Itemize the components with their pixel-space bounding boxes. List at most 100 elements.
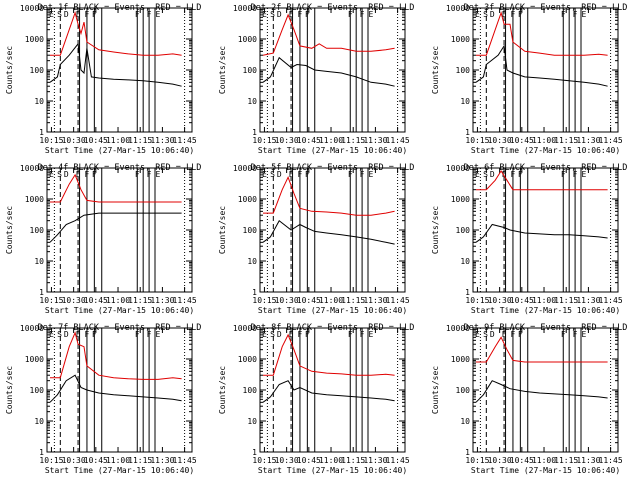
marker-letter: E (262, 330, 267, 339)
y-tick-label: 100 (456, 386, 471, 395)
marker-letter: F (573, 330, 578, 339)
marker-letter: F (92, 170, 97, 179)
x-tick-label: 10:30 (275, 136, 299, 145)
marker-letter: S (483, 330, 488, 339)
marker-letter: F (360, 10, 365, 19)
y-tick-label: 10000 (233, 164, 257, 173)
y-tick-label: 1000 (25, 35, 44, 44)
y-tick-label: 10 (460, 257, 470, 266)
marker-letter: F (305, 330, 310, 339)
plot-frame (46, 167, 193, 293)
plot-frame (259, 7, 406, 133)
y-tick-label: 10 (460, 417, 470, 426)
marker-letter: F (298, 330, 303, 339)
lld-series-line (476, 336, 608, 363)
y-tick-label: 100 (30, 386, 45, 395)
x-tick-label: 10:30 (62, 136, 86, 145)
marker-letter: F (305, 10, 310, 19)
detector-panel: 1 10 100 1000 10000 10:1510:3010:4511:0011:15… (218, 323, 414, 475)
y-axis-label: Counts/sec (431, 366, 440, 414)
detector-panel: 1 10 100 1000 10000 10:1510:3010:4511:0011:15… (5, 323, 201, 475)
x-tick-label: 11:45 (599, 296, 623, 305)
lld-series-line (262, 13, 395, 56)
y-axis-label: Counts/sec (5, 366, 14, 414)
x-tick-label: 11:30 (150, 456, 174, 465)
x-tick-label: 11:00 (106, 296, 130, 305)
x-tick-label: 10:30 (488, 296, 512, 305)
y-tick-label: 100 (243, 66, 258, 75)
marker-letter: F (502, 330, 507, 339)
lld-series-line (476, 170, 608, 191)
y-tick-label: 1000 (451, 35, 470, 44)
x-tick-label: 11:45 (599, 136, 623, 145)
panel-title: Det 5f BLACK = Events, RED = LLD (251, 163, 415, 173)
x-tick-label: 11:45 (386, 456, 410, 465)
marker-letter: F (289, 330, 294, 339)
x-tick-label: 10:45 (510, 296, 534, 305)
marker-letter: F (511, 330, 516, 339)
marker-letter: E (369, 330, 374, 339)
y-tick-label: 100 (30, 66, 45, 75)
x-tick-label: 10:45 (297, 296, 321, 305)
y-tick-label: 10000 (20, 324, 44, 333)
events-series-line (262, 219, 395, 245)
marker-letter: F (298, 10, 303, 19)
marker-letter: E (156, 170, 161, 179)
marker-letter: S (483, 10, 488, 19)
x-tick-label: 11:45 (173, 456, 197, 465)
x-tick-label: 10:45 (297, 136, 321, 145)
y-tick-label: 100 (30, 226, 45, 235)
y-tick-label: 1 (39, 128, 44, 137)
marker-letter: E (156, 330, 161, 339)
marker-letter: F (135, 170, 140, 179)
x-tick-label: 10:15 (465, 136, 489, 145)
marker-letter: F (348, 330, 353, 339)
marker-letter: S (270, 10, 275, 19)
marker-letter: D (277, 10, 282, 19)
x-tick-label: 11:15 (554, 456, 578, 465)
marker-letter: E (475, 10, 480, 19)
marker-letter: S (483, 170, 488, 179)
x-tick-label: 10:15 (465, 456, 489, 465)
x-axis-label: Start Time (27-Mar-15 10:06:40) (258, 466, 407, 475)
events-series-line (475, 223, 608, 243)
marker-letter: F (305, 170, 310, 179)
marker-letter: D (490, 10, 495, 19)
x-tick-label: 11:15 (128, 456, 152, 465)
x-tick-label: 11:00 (106, 136, 130, 145)
x-tick-label: 11:45 (173, 296, 197, 305)
marker-letter: F (518, 170, 523, 179)
x-tick-label: 10:45 (84, 456, 108, 465)
x-tick-label: 11:30 (363, 456, 387, 465)
detector-panel: 1 10 100 1000 10000 10:1510:3010:4511:0011:15… (218, 3, 414, 155)
marker-letter: F (76, 170, 81, 179)
marker-letter: F (511, 170, 516, 179)
x-tick-label: 10:30 (62, 296, 86, 305)
x-tick-label: 10:30 (275, 296, 299, 305)
marker-letter: D (277, 170, 282, 179)
y-axis-label: Counts/sec (218, 366, 227, 414)
x-tick-label: 10:15 (39, 296, 63, 305)
x-tick-label: 10:30 (275, 456, 299, 465)
plot-frame (259, 167, 406, 293)
marker-letter: F (298, 170, 303, 179)
lld-series-line (263, 333, 395, 376)
lld-series-line (263, 176, 395, 216)
x-tick-label: 10:30 (488, 456, 512, 465)
marker-letter: F (76, 10, 81, 19)
x-tick-label: 11:00 (106, 456, 130, 465)
marker-letter: F (561, 170, 566, 179)
marker-letter: E (475, 330, 480, 339)
y-tick-label: 100 (243, 386, 258, 395)
x-tick-label: 11:00 (532, 296, 556, 305)
y-tick-label: 10 (34, 417, 44, 426)
y-tick-label: 1000 (238, 35, 257, 44)
y-tick-label: 10000 (20, 164, 44, 173)
marker-letter: F (147, 330, 152, 339)
x-tick-label: 11:45 (173, 136, 197, 145)
y-tick-label: 1000 (451, 195, 470, 204)
marker-letter: F (348, 10, 353, 19)
marker-letter: F (85, 10, 90, 19)
y-tick-label: 1 (252, 128, 257, 137)
